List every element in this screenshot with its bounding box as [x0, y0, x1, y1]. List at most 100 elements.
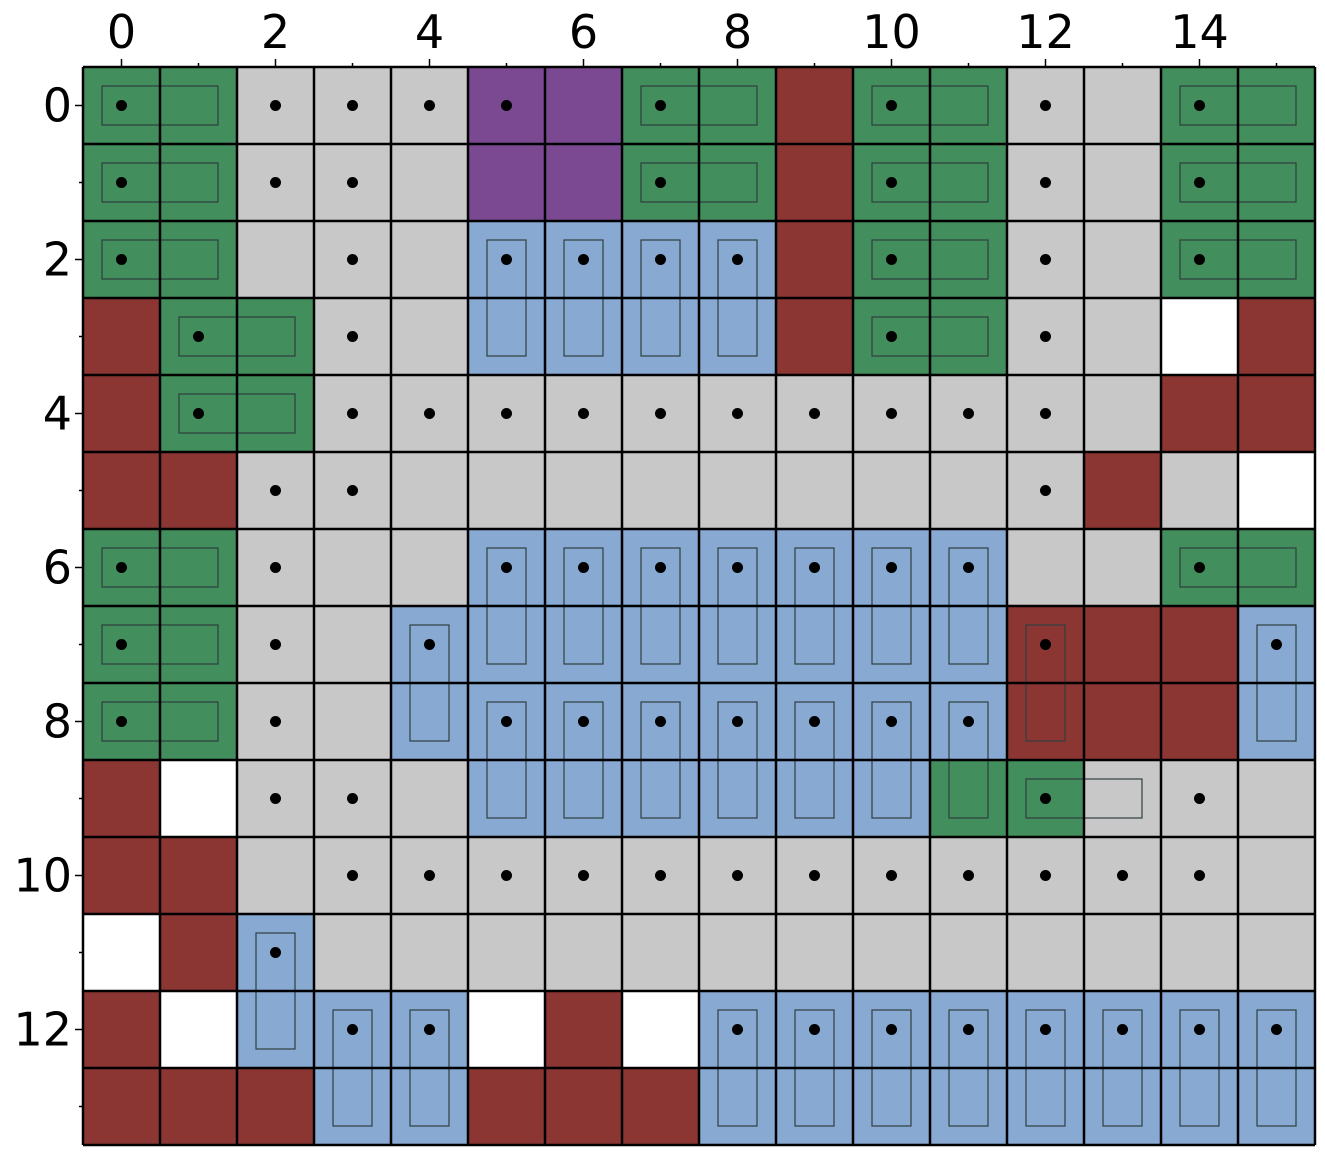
- cell-gray-r9-c15: [1238, 760, 1315, 837]
- dot-r0-c12: [1040, 100, 1051, 111]
- dot-r6-c9: [809, 562, 820, 573]
- cell-gray-r5-c14: [1161, 452, 1238, 529]
- cell-gray-r11-c13: [1084, 914, 1161, 991]
- dot-r9-c12: [1040, 793, 1051, 804]
- dot-r10-c4: [424, 870, 435, 881]
- cell-gray-r9-c4: [391, 760, 468, 837]
- cell-red-r13-c1: [160, 1068, 237, 1145]
- cell-blue-r9-c8: [699, 760, 776, 837]
- dot-r10-c5: [501, 870, 512, 881]
- dot-r4-c9: [809, 408, 820, 419]
- cell-gray-r7-c3: [314, 606, 391, 683]
- cell-red-r13-c7: [622, 1068, 699, 1145]
- cell-blue-r3-c7: [622, 298, 699, 375]
- dot-r12-c9: [809, 1024, 820, 1035]
- x-tick-label: 10: [862, 5, 921, 59]
- cell-blue-r9-c5: [468, 760, 545, 837]
- cell-gray-r11-c7: [622, 914, 699, 991]
- cell-gray-r10-c15: [1238, 837, 1315, 914]
- cell-blue-r9-c10: [853, 760, 930, 837]
- cell-blue-r13-c9: [776, 1068, 853, 1145]
- cell-red-r5-c1: [160, 452, 237, 529]
- cell-gray-r3-c13: [1084, 298, 1161, 375]
- cell-gray-r10-c2: [237, 837, 314, 914]
- dot-r10-c7: [655, 870, 666, 881]
- cell-blue-r8-c4: [391, 683, 468, 760]
- cell-gray-r3-c4: [391, 298, 468, 375]
- cell-red-r2-c9: [776, 221, 853, 298]
- cell-gray-r2-c2: [237, 221, 314, 298]
- dot-r8-c6: [578, 716, 589, 727]
- cell-gray-r4-c13: [1084, 375, 1161, 452]
- cell-gray-r11-c3: [314, 914, 391, 991]
- cell-red-r12-c0: [83, 991, 160, 1068]
- dot-r10-c6: [578, 870, 589, 881]
- dot-r9-c14: [1194, 793, 1205, 804]
- cell-gray-r11-c15: [1238, 914, 1315, 991]
- dot-r2-c7: [655, 254, 666, 265]
- cell-blue-r7-c11: [930, 606, 1007, 683]
- cell-blue-r7-c7: [622, 606, 699, 683]
- dot-r12-c10: [886, 1024, 897, 1035]
- cell-green-r7-c1: [160, 606, 237, 683]
- cell-gray-r5-c5: [468, 452, 545, 529]
- cell-purple-r0-c6: [545, 67, 622, 144]
- dot-r4-c1: [193, 408, 204, 419]
- dot-r4-c4: [424, 408, 435, 419]
- dot-r12-c12: [1040, 1024, 1051, 1035]
- dot-r8-c8: [732, 716, 743, 727]
- cell-gray-r9-c13: [1084, 760, 1161, 837]
- dot-r1-c3: [347, 177, 358, 188]
- dot-r12-c8: [732, 1024, 743, 1035]
- dot-r6-c0: [116, 562, 127, 573]
- cell-gray-r11-c12: [1007, 914, 1084, 991]
- dot-r1-c0: [116, 177, 127, 188]
- cell-white-r5-c15: [1238, 452, 1315, 529]
- cell-blue-r9-c7: [622, 760, 699, 837]
- dot-r12-c13: [1117, 1024, 1128, 1035]
- x-tick-label: 8: [723, 5, 752, 59]
- cell-red-r13-c5: [468, 1068, 545, 1145]
- cell-blue-r12-c2: [237, 991, 314, 1068]
- cell-blue-r13-c11: [930, 1068, 1007, 1145]
- dot-r0-c4: [424, 100, 435, 111]
- cell-green-r1-c15: [1238, 144, 1315, 221]
- dot-r10-c11: [963, 870, 974, 881]
- dot-r10-c3: [347, 870, 358, 881]
- cell-gray-r2-c4: [391, 221, 468, 298]
- cell-red-r8-c12: [1007, 683, 1084, 760]
- dot-r2-c8: [732, 254, 743, 265]
- cell-red-r7-c14: [1161, 606, 1238, 683]
- dot-r11-c2: [270, 947, 281, 958]
- dot-r1-c14: [1194, 177, 1205, 188]
- ticks-layer: 0 2 4 6 8 10 12 14 0 2 4 6 8 10 12: [13, 5, 1278, 1108]
- dot-r10-c10: [886, 870, 897, 881]
- cell-red-r0-c9: [776, 67, 853, 144]
- dot-r1-c10: [886, 177, 897, 188]
- dot-r4-c8: [732, 408, 743, 419]
- dot-r0-c2: [270, 100, 281, 111]
- cell-gray-r5-c6: [545, 452, 622, 529]
- cell-white-r11-c0: [83, 914, 160, 991]
- cell-blue-r3-c6: [545, 298, 622, 375]
- dot-r8-c2: [270, 716, 281, 727]
- cell-gray-r6-c4: [391, 529, 468, 606]
- dot-r3-c1: [193, 331, 204, 342]
- cell-green-r0-c11: [930, 67, 1007, 144]
- cell-red-r5-c0: [83, 452, 160, 529]
- cell-gray-r11-c5: [468, 914, 545, 991]
- dot-r2-c3: [347, 254, 358, 265]
- y-tick-label: 2: [43, 233, 72, 287]
- cell-gray-r11-c11: [930, 914, 1007, 991]
- cell-green-r3-c2: [237, 298, 314, 375]
- dot-r12-c4: [424, 1024, 435, 1035]
- x-tick-label: 4: [415, 5, 444, 59]
- cell-blue-r7-c5: [468, 606, 545, 683]
- cell-red-r13-c2: [237, 1068, 314, 1145]
- cell-green-r9-c11: [930, 760, 1007, 837]
- cell-green-r2-c11: [930, 221, 1007, 298]
- cell-green-r1-c8: [699, 144, 776, 221]
- cell-red-r10-c0: [83, 837, 160, 914]
- grid-lines-layer: [81, 65, 1317, 1147]
- dot-r0-c10: [886, 100, 897, 111]
